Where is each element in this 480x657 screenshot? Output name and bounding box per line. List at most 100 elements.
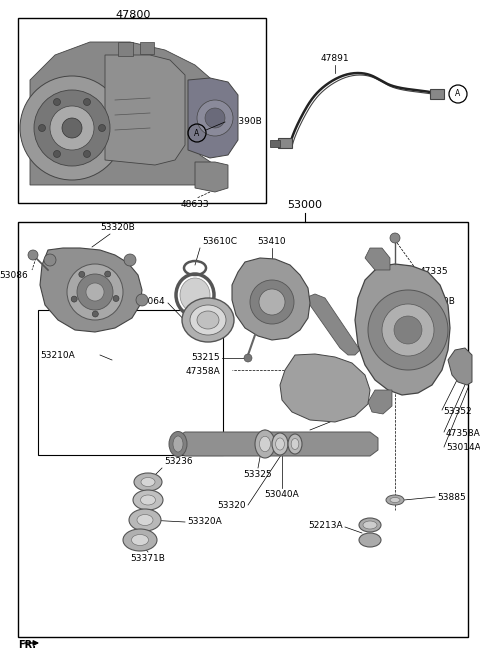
Ellipse shape [180,278,210,312]
Text: 53352: 53352 [443,407,472,417]
Circle shape [98,124,106,131]
Circle shape [382,304,434,356]
Text: 53110B: 53110B [420,298,455,307]
Circle shape [38,124,46,131]
Text: A: A [194,129,200,137]
Ellipse shape [276,438,284,450]
Polygon shape [195,162,228,192]
Polygon shape [40,248,142,332]
Bar [278,138,292,148]
Ellipse shape [260,436,271,452]
Circle shape [105,271,111,277]
Polygon shape [305,294,360,355]
Ellipse shape [141,478,155,486]
Text: 53086: 53086 [0,271,28,279]
Circle shape [53,150,60,158]
Ellipse shape [386,495,404,505]
Bar [270,140,280,147]
Polygon shape [355,264,450,395]
Bar [38,310,223,455]
Circle shape [84,150,91,158]
Ellipse shape [288,434,302,454]
Text: 47390B: 47390B [228,116,263,125]
Text: 47358A: 47358A [446,428,480,438]
Text: 53320A: 53320A [187,518,222,526]
Ellipse shape [123,529,157,551]
Text: 53014B: 53014B [271,432,306,441]
Ellipse shape [134,473,162,491]
Bar [118,42,133,56]
Text: 53014A: 53014A [446,443,480,453]
Circle shape [250,280,294,324]
Ellipse shape [359,518,381,532]
Ellipse shape [255,430,275,458]
Circle shape [44,254,56,266]
Ellipse shape [137,514,153,526]
Text: 47891: 47891 [321,54,349,63]
Bar [18,222,468,637]
Circle shape [124,254,136,266]
Ellipse shape [141,495,156,505]
Polygon shape [232,258,310,340]
Circle shape [77,274,113,310]
Text: 53210A: 53210A [40,350,75,359]
Circle shape [28,250,38,260]
Text: 47358A: 47358A [185,367,220,376]
Circle shape [92,311,98,317]
Text: 52213A: 52213A [308,522,343,530]
Text: 53040A: 53040A [264,490,300,499]
Ellipse shape [133,490,163,510]
Polygon shape [448,348,472,385]
Circle shape [368,290,448,370]
Bar [430,89,444,99]
Circle shape [84,99,91,106]
Text: A: A [456,89,461,99]
Circle shape [205,108,225,128]
Text: 53410: 53410 [258,237,286,246]
Circle shape [50,106,94,150]
Circle shape [20,76,124,180]
Ellipse shape [182,298,234,342]
Text: 53885: 53885 [437,493,466,501]
Circle shape [34,90,110,166]
Ellipse shape [390,497,400,503]
Circle shape [62,118,82,138]
Text: 48633: 48633 [180,200,209,209]
Circle shape [53,99,60,106]
Polygon shape [365,248,390,270]
Circle shape [259,289,285,315]
Text: 53236: 53236 [164,457,192,466]
Ellipse shape [359,533,381,547]
Ellipse shape [190,305,226,335]
Polygon shape [105,55,185,165]
Text: 53215: 53215 [192,353,220,363]
Circle shape [197,100,233,136]
Circle shape [67,264,123,320]
Circle shape [113,296,119,302]
Text: 53000: 53000 [288,200,323,210]
Circle shape [86,283,104,301]
Polygon shape [280,354,370,422]
Bar [140,42,154,54]
Text: 53320B: 53320B [101,223,135,232]
Text: 53325: 53325 [244,470,272,479]
Circle shape [71,296,77,302]
Text: 47335: 47335 [420,267,449,277]
Ellipse shape [173,436,183,452]
Text: 53320: 53320 [217,501,246,510]
Text: 53610C: 53610C [202,237,237,246]
Ellipse shape [169,432,187,457]
Ellipse shape [272,433,288,455]
Ellipse shape [129,509,161,531]
Text: FR.: FR. [18,640,36,650]
Ellipse shape [363,521,377,529]
Circle shape [79,271,85,277]
Bar [18,18,266,203]
Polygon shape [30,42,220,185]
Circle shape [390,233,400,243]
Text: 53064: 53064 [136,298,165,307]
Text: 53371B: 53371B [131,554,166,563]
Circle shape [136,294,148,306]
Circle shape [244,354,252,362]
Ellipse shape [132,535,148,545]
